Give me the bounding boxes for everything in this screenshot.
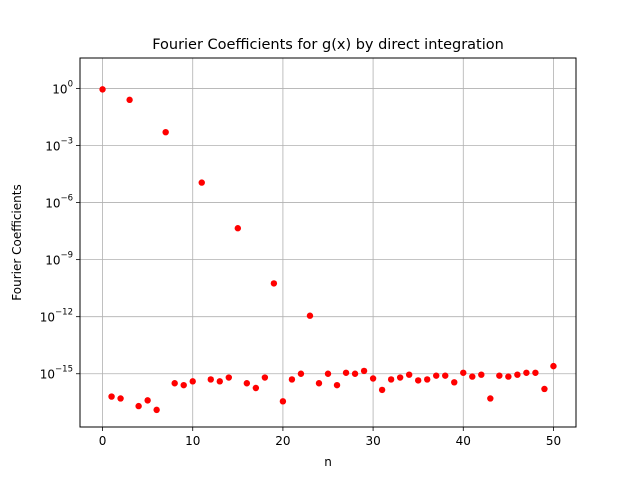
data-point [126, 96, 133, 104]
data-point [460, 369, 467, 376]
data-point [117, 395, 124, 402]
y-tick-exponent: −3 [60, 136, 73, 146]
y-tick-base: 10 [45, 139, 60, 153]
data-point [252, 384, 260, 392]
y-axis-label: Fourier Coefficients [10, 184, 24, 300]
y-tick-exponent: −15 [55, 365, 73, 375]
data-point [198, 179, 205, 186]
data-point [225, 374, 232, 381]
data-point [108, 393, 115, 400]
data-point [297, 370, 305, 377]
x-tick-label: 50 [546, 434, 561, 448]
y-tick-label: 10−3 [45, 136, 73, 153]
grid-lines [80, 58, 576, 427]
data-point [162, 128, 169, 136]
data-point [324, 370, 332, 377]
data-point [180, 381, 187, 389]
data-point [351, 370, 359, 377]
data-point [189, 378, 196, 385]
y-tick-exponent: −6 [60, 194, 73, 204]
y-tick-base: 10 [45, 254, 60, 268]
data-point [135, 402, 142, 410]
y-tick-label: 100 [52, 79, 73, 96]
y-tick-base: 10 [52, 82, 67, 96]
chart-title: Fourier Coefficients for g(x) by direct … [152, 37, 504, 53]
x-axis-label: n [324, 455, 332, 469]
data-point [550, 362, 557, 370]
y-tick-label: 10−9 [45, 251, 73, 268]
x-tick-label: 40 [456, 434, 471, 448]
data-point [144, 397, 151, 404]
y-tick-label: 10−6 [45, 194, 73, 211]
data-point [532, 369, 539, 376]
data-point [487, 395, 494, 402]
x-tick-label: 10 [185, 434, 200, 448]
data-point [342, 369, 350, 376]
data-point [378, 386, 386, 394]
plot-frame [79, 57, 577, 428]
y-tick-label: 10−15 [40, 365, 73, 382]
data-point [387, 376, 395, 383]
data-point [514, 371, 521, 378]
data-point [279, 398, 287, 405]
y-tick-exponent: 0 [68, 79, 73, 89]
data-point [505, 373, 512, 380]
x-tick-label: 20 [275, 434, 290, 448]
y-tick-base: 10 [40, 311, 55, 325]
y-tick-exponent: −9 [60, 251, 73, 261]
data-point [369, 375, 377, 382]
data-point [360, 367, 368, 375]
data-point [424, 376, 431, 383]
data-point [469, 373, 476, 380]
data-point [306, 312, 314, 319]
data-point [171, 380, 178, 387]
data-point [541, 385, 548, 393]
data-point [99, 86, 106, 93]
data-point [153, 406, 160, 414]
data-point [315, 380, 323, 387]
data-point [216, 378, 223, 385]
x-axis-ticks: 0 10 20 30 40 50 [99, 427, 561, 448]
data-point [523, 369, 530, 376]
x-tick-label: 0 [99, 434, 107, 448]
data-points [99, 86, 557, 414]
data-point [442, 372, 449, 379]
y-tick-exponent: −12 [55, 308, 73, 318]
data-point [333, 381, 341, 389]
data-point [234, 225, 242, 232]
data-point [496, 372, 503, 379]
data-point [451, 379, 458, 386]
data-point [261, 374, 269, 381]
data-point [396, 374, 404, 381]
data-point [243, 380, 251, 387]
data-point [414, 377, 422, 384]
data-point [478, 371, 485, 378]
y-tick-base: 10 [40, 368, 55, 382]
data-point [405, 371, 413, 378]
data-point [207, 376, 214, 383]
y-tick-label: 10−12 [40, 308, 73, 325]
data-point [288, 376, 296, 383]
data-point [270, 280, 278, 287]
data-point [433, 372, 440, 379]
y-tick-base: 10 [45, 197, 60, 211]
x-tick-label: 30 [365, 434, 380, 448]
